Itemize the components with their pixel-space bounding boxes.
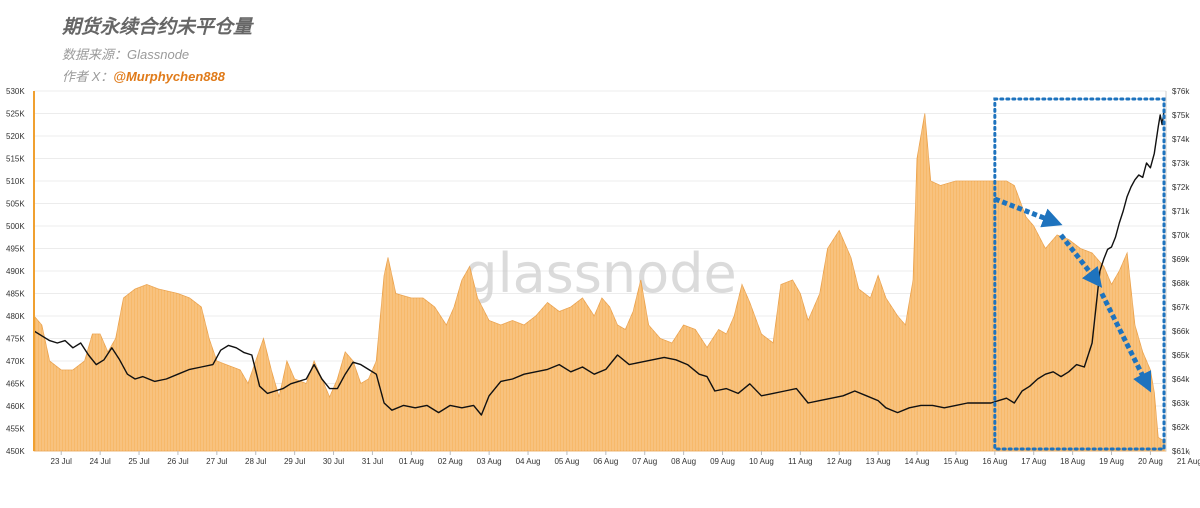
trend-arrow xyxy=(993,196,1063,228)
x-tick-label: 18 Aug xyxy=(1060,457,1085,466)
x-tick-label: 11 Aug xyxy=(788,457,812,466)
right-tick-label: $64k xyxy=(1172,375,1190,384)
x-tick-label: 26 Jul xyxy=(167,457,189,466)
watermark-text: glassnode xyxy=(463,242,736,305)
x-axis: 23 Jul 24 Jul 25 Jul 26 Jul 27 Jul 28 Jul 29 J… xyxy=(51,451,1200,466)
x-tick-label: 07 Aug xyxy=(632,457,657,466)
x-tick-label: 01 Aug xyxy=(399,457,424,466)
author-prefix: 作者 X： xyxy=(62,69,114,84)
right-tick-label: $69k xyxy=(1172,255,1190,264)
trend-arrow xyxy=(1058,233,1103,288)
x-tick-label: 02 Aug xyxy=(438,457,463,466)
open-interest-fill xyxy=(33,113,1167,452)
right-tick-label: $68k xyxy=(1172,279,1190,288)
right-tick-label: $71k xyxy=(1172,207,1190,216)
right-tick-label: $66k xyxy=(1172,327,1190,336)
x-tick-label: 12 Aug xyxy=(827,457,852,466)
left-tick-label: 475K xyxy=(6,335,25,344)
author-row: 作者 X：@Murphychen888 xyxy=(62,66,225,85)
right-tick-label: $61k xyxy=(1172,447,1190,456)
highlight-box xyxy=(993,97,1166,451)
x-tick-label: 16 Aug xyxy=(982,457,1007,466)
right-tick-label: $62k xyxy=(1172,423,1190,432)
x-tick-label: 05 Aug xyxy=(554,457,579,466)
left-tick-label: 485K xyxy=(6,290,25,299)
price-series-line xyxy=(33,109,1167,416)
highlight-annotation xyxy=(993,97,1166,451)
price-line xyxy=(33,109,1167,416)
x-tick-label: 20 Aug xyxy=(1138,457,1163,466)
x-tick-label: 04 Aug xyxy=(516,457,541,466)
left-tick-label: 510K xyxy=(6,177,25,186)
x-tick-label: 10 Aug xyxy=(749,457,774,466)
right-tick-label: $72k xyxy=(1172,183,1190,192)
left-tick-label: 460K xyxy=(6,402,25,411)
left-tick-label: 470K xyxy=(6,357,25,366)
x-tick-label: 31 Jul xyxy=(362,457,384,466)
right-tick-label: $76k xyxy=(1172,87,1190,96)
author-handle-link[interactable]: @Murphychen888 xyxy=(113,69,225,84)
right-tick-label: $70k xyxy=(1172,231,1190,240)
x-tick-label: 23 Jul xyxy=(51,457,73,466)
left-tick-label: 450K xyxy=(6,447,25,456)
x-tick-label: 13 Aug xyxy=(866,457,891,466)
x-tick-label: 15 Aug xyxy=(943,457,968,466)
x-tick-label: 19 Aug xyxy=(1099,457,1124,466)
x-tick-label: 21 Aug xyxy=(1177,457,1200,466)
x-tick-label: 17 Aug xyxy=(1021,457,1046,466)
left-tick-label: 515K xyxy=(6,155,25,164)
right-tick-label: $65k xyxy=(1172,351,1190,360)
x-tick-label: 29 Jul xyxy=(284,457,306,466)
x-tick-label: 25 Jul xyxy=(128,457,150,466)
x-tick-label: 09 Aug xyxy=(710,457,735,466)
trend-arrow xyxy=(1099,292,1152,393)
x-tick-label: 27 Jul xyxy=(206,457,228,466)
right-tick-label: $73k xyxy=(1172,159,1190,168)
x-tick-label: 28 Jul xyxy=(245,457,267,466)
x-tick-label: 06 Aug xyxy=(593,457,618,466)
left-tick-label: 455K xyxy=(6,425,25,434)
chart-title: 期货永续合约未平仓量 xyxy=(62,16,253,38)
left-tick-label: 490K xyxy=(6,267,25,276)
left-tick-label: 530K xyxy=(6,87,25,96)
x-tick-label: 08 Aug xyxy=(671,457,696,466)
left-tick-label: 465K xyxy=(6,380,25,389)
right-y-axis: $61k $62k $63k $64k $65k $66k $67k $68k $69k $70k… xyxy=(1165,87,1190,456)
left-tick-label: 525K xyxy=(6,110,25,119)
x-tick-label: 30 Jul xyxy=(323,457,345,466)
right-tick-label: $75k xyxy=(1172,111,1190,120)
right-tick-label: $63k xyxy=(1172,399,1190,408)
data-source-label: 数据来源：Glassnode xyxy=(62,47,190,62)
left-tick-label: 480K xyxy=(6,312,25,321)
left-y-axis: 450K 455K 460K 465K 470K 475K 480K 485K 490K 495K… xyxy=(6,87,35,456)
left-tick-label: 500K xyxy=(6,222,25,231)
x-tick-label: 24 Jul xyxy=(89,457,111,466)
x-tick-label: 14 Aug xyxy=(905,457,930,466)
left-tick-label: 520K xyxy=(6,132,25,141)
right-tick-label: $74k xyxy=(1172,135,1190,144)
left-tick-label: 505K xyxy=(6,200,25,209)
left-tick-label: 495K xyxy=(6,245,25,254)
x-tick-label: 03 Aug xyxy=(477,457,502,466)
right-tick-label: $67k xyxy=(1172,303,1190,312)
